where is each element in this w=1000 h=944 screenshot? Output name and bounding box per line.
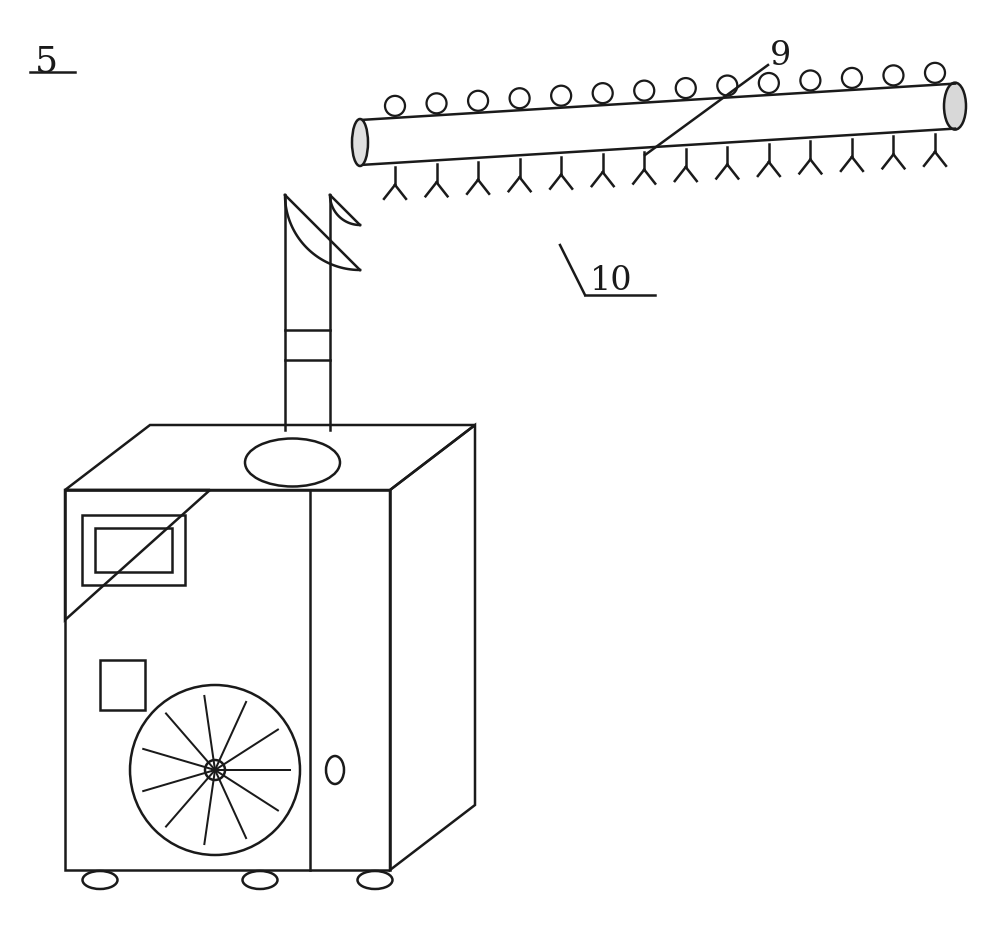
Text: 10: 10 [590,265,633,297]
Ellipse shape [944,83,966,129]
Text: 9: 9 [770,40,791,72]
Ellipse shape [352,119,368,166]
Text: 5: 5 [35,45,58,79]
